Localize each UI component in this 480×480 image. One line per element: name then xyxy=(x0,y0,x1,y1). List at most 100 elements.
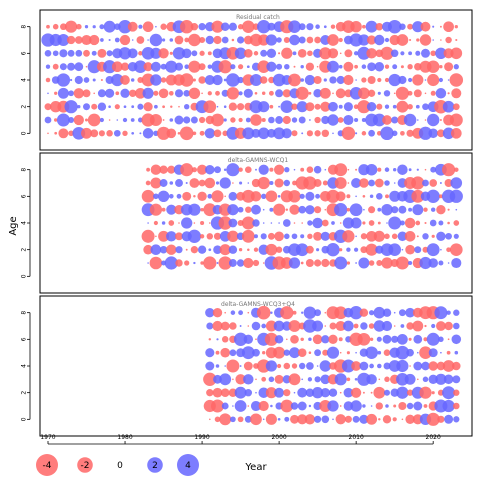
residual-bubble xyxy=(283,362,291,370)
residual-bubble xyxy=(338,337,343,342)
residual-bubble xyxy=(377,167,382,172)
residual-bubble xyxy=(324,208,327,211)
residual-bubble xyxy=(255,378,257,381)
residual-bubble xyxy=(436,205,446,215)
residual-bubble xyxy=(359,361,369,371)
residual-bubble xyxy=(307,377,313,382)
residual-bubble xyxy=(343,387,354,398)
residual-bubble xyxy=(388,216,402,230)
residual-bubble xyxy=(153,220,158,226)
residual-bubble xyxy=(314,415,322,423)
residual-bubble xyxy=(361,77,367,83)
residual-bubble xyxy=(103,20,116,33)
residual-bubble xyxy=(120,75,130,85)
residual-bubble xyxy=(430,166,437,173)
residual-bubble xyxy=(193,195,196,198)
residual-bubble xyxy=(153,193,159,200)
residual-bubble xyxy=(192,78,196,82)
residual-bubble xyxy=(155,235,157,238)
residual-bubble xyxy=(315,193,321,199)
residual-bubble xyxy=(423,404,428,408)
residual-bubble xyxy=(435,88,447,99)
residual-bubble xyxy=(272,73,286,87)
residual-bubble xyxy=(265,387,277,399)
residual-bubble xyxy=(281,47,293,59)
residual-bubble xyxy=(424,119,427,121)
residual-bubble xyxy=(197,191,207,202)
residual-bubble xyxy=(168,193,174,199)
residual-bubble xyxy=(219,413,232,426)
residual-bubble xyxy=(250,413,262,426)
residual-bubble xyxy=(447,79,450,81)
residual-bubble xyxy=(355,79,357,81)
residual-bubble xyxy=(238,248,243,252)
residual-bubble xyxy=(289,34,300,46)
residual-bubble xyxy=(251,128,261,138)
residual-bubble xyxy=(298,116,306,124)
residual-bubble xyxy=(365,346,378,359)
residual-bubble xyxy=(438,260,444,266)
residual-bubble xyxy=(455,38,458,42)
residual-bubble xyxy=(373,230,385,242)
residual-bubble xyxy=(193,222,196,224)
residual-bubble xyxy=(290,334,299,344)
residual-bubble xyxy=(281,128,292,139)
y-tick-label: 0 xyxy=(21,131,28,135)
residual-bubble xyxy=(256,305,271,320)
y-tick-label: 6 xyxy=(21,51,28,55)
residual-bubble xyxy=(198,76,206,84)
residual-bubble xyxy=(261,376,267,382)
residual-bubble xyxy=(169,38,174,42)
residual-bubble xyxy=(381,203,393,216)
residual-bubble xyxy=(424,168,427,171)
residual-bubble xyxy=(339,52,342,55)
residual-bubble xyxy=(451,257,462,269)
residual-bubble xyxy=(391,116,399,124)
residual-bubble xyxy=(288,320,301,332)
residual-bubble xyxy=(396,359,409,373)
residual-bubble xyxy=(332,132,334,135)
residual-bubble xyxy=(283,389,291,397)
residual-bubble xyxy=(215,364,220,368)
bubble-layer xyxy=(141,163,463,270)
residual-bubble xyxy=(312,334,323,345)
residual-bubble xyxy=(74,75,83,85)
residual-bubble xyxy=(213,35,222,45)
residual-bubble xyxy=(428,258,439,268)
residual-bubble xyxy=(267,22,276,31)
residual-bubble xyxy=(368,323,375,329)
residual-bubble xyxy=(284,416,290,422)
residual-bubble xyxy=(265,413,277,425)
residual-bubble xyxy=(213,374,222,384)
legend-bubble xyxy=(77,457,93,473)
residual-bubble xyxy=(239,181,243,185)
residual-bubble xyxy=(331,221,335,225)
residual-bubble xyxy=(293,391,296,394)
residual-bubble xyxy=(260,233,267,240)
residual-bubble xyxy=(69,78,73,82)
residual-bubble xyxy=(384,389,390,396)
residual-bubble xyxy=(282,219,291,227)
residual-bubble xyxy=(338,64,343,69)
residual-bubble xyxy=(320,374,331,385)
y-tick-label: 0 xyxy=(21,274,28,278)
residual-bubble xyxy=(455,208,458,211)
residual-bubble xyxy=(247,182,250,184)
residual-bubble xyxy=(208,248,212,252)
residual-bubble xyxy=(406,322,414,330)
residual-bubble xyxy=(295,86,309,100)
residual-bubble xyxy=(250,114,262,126)
residual-bubble xyxy=(305,102,315,112)
residual-bubble xyxy=(421,48,430,58)
panel-frame xyxy=(39,295,473,437)
residual-bubble xyxy=(203,203,217,217)
residual-bubble xyxy=(376,193,383,200)
residual-bubble xyxy=(400,51,405,56)
residual-bubble xyxy=(299,193,305,199)
residual-bubble xyxy=(276,37,282,43)
residual-bubble xyxy=(296,101,308,113)
residual-bubble xyxy=(208,338,212,341)
residual-bubble xyxy=(376,259,383,267)
residual-bubble xyxy=(377,363,382,369)
residual-bubble xyxy=(303,306,317,319)
